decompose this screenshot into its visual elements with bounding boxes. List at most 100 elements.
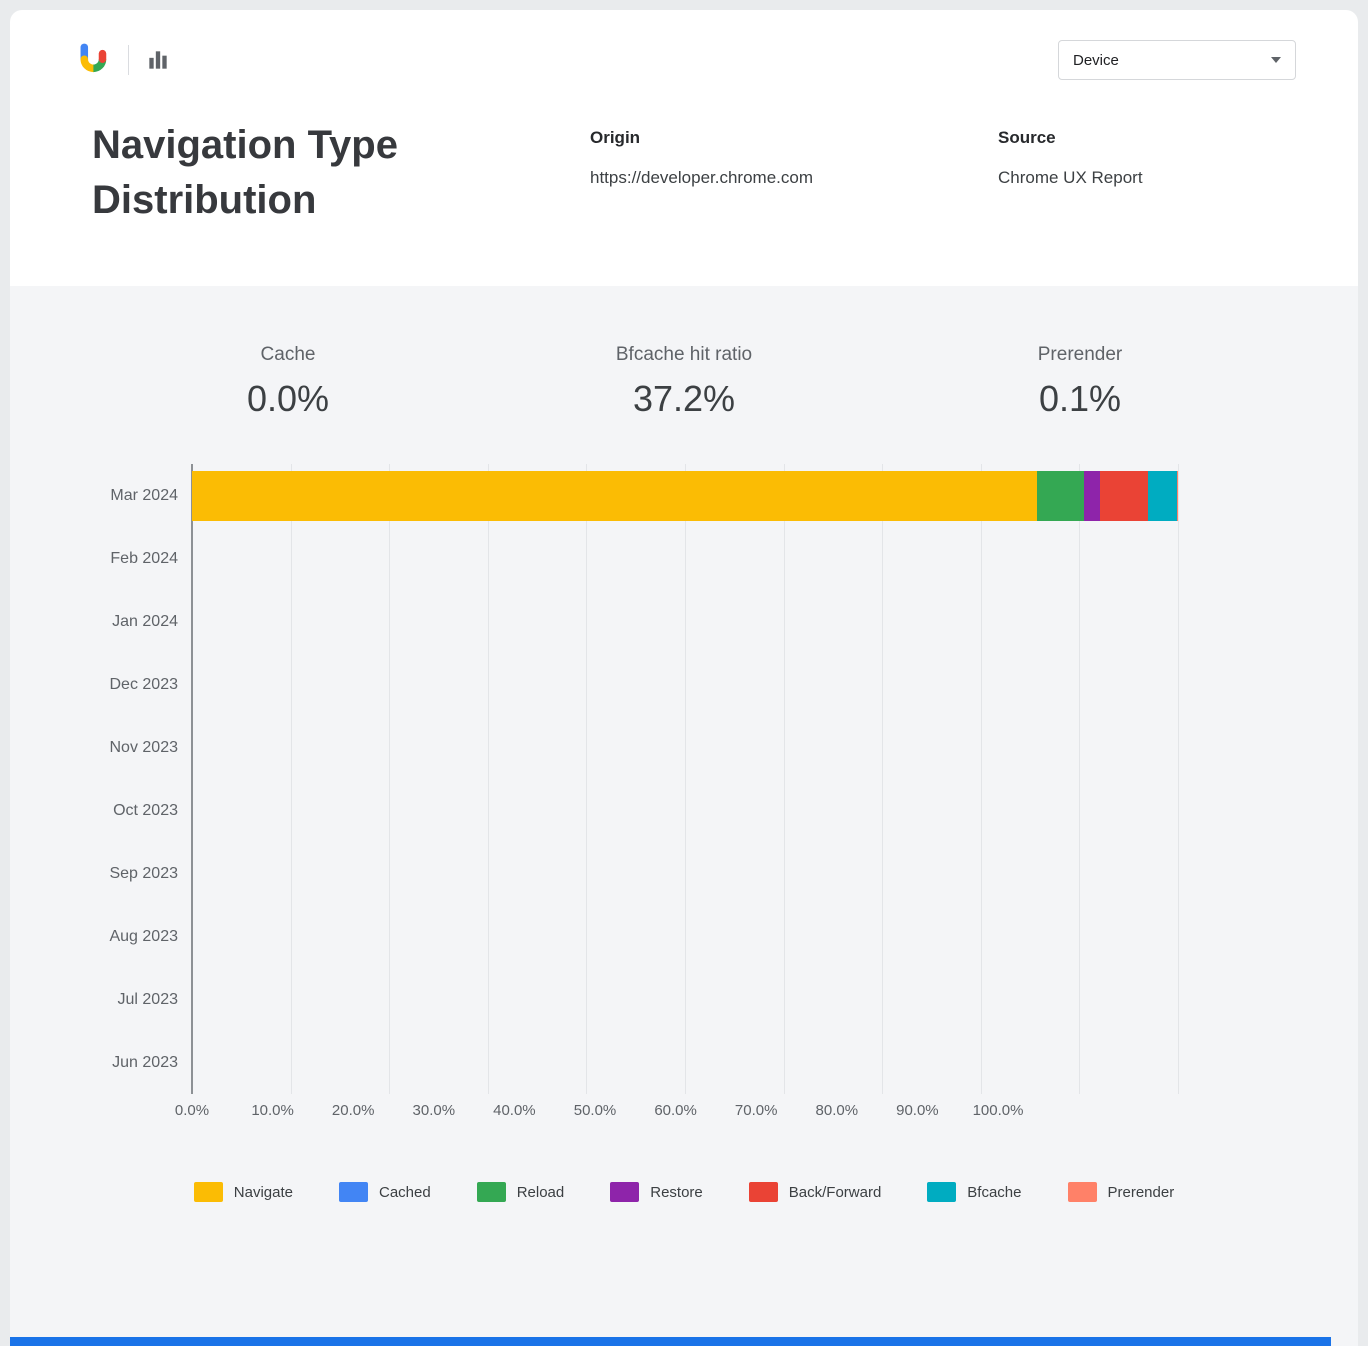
legend-swatch-bfcache bbox=[927, 1182, 957, 1203]
origin-value: https://developer.chrome.com bbox=[590, 168, 814, 187]
footer-accent-bar bbox=[10, 1337, 1332, 1346]
y-axis-label: Aug 2023 bbox=[109, 927, 178, 945]
stacked-bar bbox=[192, 975, 1178, 1025]
legend-swatch-reload bbox=[476, 1182, 506, 1203]
scorecard-label: Bfcache hit ratio bbox=[615, 344, 753, 366]
x-axis-tick: 50.0% bbox=[573, 1102, 617, 1120]
gridline bbox=[586, 464, 588, 1095]
chart-row-oct-2023 bbox=[192, 779, 1178, 842]
gridline bbox=[685, 464, 686, 1095]
stacked-bar bbox=[192, 849, 1178, 899]
chart-row-jul-2023 bbox=[192, 968, 1178, 1031]
x-axis-tick: 20.0% bbox=[331, 1102, 375, 1120]
gridline bbox=[389, 464, 391, 1095]
scorecard-label: Prerender bbox=[1037, 344, 1123, 366]
stacked-bar bbox=[192, 723, 1178, 773]
legend-label: Back/Forward bbox=[788, 1183, 882, 1201]
chart-row-mar-2024 bbox=[192, 464, 1178, 527]
bar-segment-navigate[interactable] bbox=[192, 470, 1037, 521]
brand bbox=[74, 40, 171, 80]
scorecard-value: 37.2% bbox=[632, 378, 736, 420]
report-card: Device Navigation Type Distribution Orig… bbox=[10, 10, 1358, 1346]
chart-row-jan-2024 bbox=[192, 590, 1178, 653]
divider bbox=[128, 45, 129, 75]
bar-chart-icon bbox=[145, 47, 171, 73]
scorecard-bfcache-hit-ratio: Bfcache hit ratio 37.2% bbox=[486, 344, 882, 420]
source-label: Source bbox=[998, 128, 1056, 147]
origin-block: Origin https://developer.chrome.com bbox=[590, 118, 998, 188]
source-value: Chrome UX Report bbox=[998, 168, 1143, 187]
gridline bbox=[1079, 464, 1081, 1095]
chevron-down-icon bbox=[1271, 57, 1281, 63]
y-axis-label: Dec 2023 bbox=[109, 675, 179, 693]
legend-label: Cached bbox=[378, 1183, 431, 1201]
scorecard-value: 0.0% bbox=[246, 378, 330, 420]
legend-label: Navigate bbox=[233, 1183, 293, 1201]
top-bar: Device bbox=[10, 10, 1358, 80]
stacked-bar bbox=[192, 534, 1178, 584]
legend-label: Restore bbox=[650, 1183, 703, 1201]
y-axis-labels: Mar 2024 Feb 2024 Jan 2024 Dec 2023 Nov 2023… bbox=[10, 464, 192, 1094]
bar-segment-back-forward[interactable] bbox=[1100, 470, 1149, 521]
x-axis-tick: 0.0% bbox=[174, 1102, 210, 1120]
y-axis-label: Nov 2023 bbox=[109, 738, 179, 756]
gridline bbox=[980, 464, 982, 1095]
gridline bbox=[487, 464, 489, 1095]
origin-label: Origin bbox=[590, 128, 641, 147]
x-axis-tick: 10.0% bbox=[251, 1102, 294, 1120]
x-axis-tick: 70.0% bbox=[734, 1102, 778, 1120]
chart-row-sep-2023 bbox=[192, 842, 1178, 905]
legend-swatch-prerender bbox=[1067, 1182, 1097, 1203]
page-title: Navigation Type Distribution bbox=[92, 123, 398, 223]
chart-row-feb-2024 bbox=[192, 527, 1178, 590]
legend-label: Prerender bbox=[1107, 1183, 1175, 1201]
scorecards: Cache 0.0% Bfcache hit ratio 37.2% Prere… bbox=[10, 286, 1358, 440]
gridline bbox=[290, 464, 292, 1095]
device-dropdown-label: Device bbox=[1073, 51, 1119, 69]
legend-swatch-back-forward bbox=[748, 1182, 778, 1203]
scorecard-prerender: Prerender 0.1% bbox=[882, 344, 1278, 420]
chart-row-aug-2023 bbox=[192, 905, 1178, 968]
legend-label: Bfcache bbox=[967, 1183, 1022, 1201]
bar-segment-prerender[interactable] bbox=[1176, 470, 1178, 521]
scorecard-value: 0.1% bbox=[1038, 378, 1122, 420]
stacked-bar bbox=[192, 912, 1178, 962]
chart-row-nov-2023 bbox=[192, 716, 1178, 779]
x-axis-tick: 30.0% bbox=[412, 1102, 456, 1120]
legend-item-navigate: Navigate bbox=[193, 1182, 293, 1203]
bar-segment-restore[interactable] bbox=[1084, 470, 1101, 521]
y-axis-label: Mar 2024 bbox=[110, 486, 178, 504]
x-axis-tick: 40.0% bbox=[493, 1102, 536, 1120]
x-axis-tick: 60.0% bbox=[654, 1102, 697, 1120]
legend-swatch-cached bbox=[338, 1182, 368, 1203]
legend-item-restore: Restore bbox=[610, 1182, 703, 1203]
y-axis-label: Sep 2023 bbox=[109, 864, 178, 882]
legend-swatch-restore bbox=[610, 1182, 640, 1203]
stacked-bar bbox=[192, 597, 1178, 647]
x-axis-tick: 80.0% bbox=[815, 1102, 859, 1120]
stacked-bar-chart: Mar 2024 Feb 2024 Jan 2024 Dec 2023 Nov 2023… bbox=[10, 440, 1358, 1124]
stacked-bar bbox=[192, 786, 1178, 836]
legend-swatch-navigate bbox=[193, 1182, 223, 1203]
crux-logo-icon bbox=[74, 40, 112, 80]
stacked-bar bbox=[192, 1038, 1178, 1088]
bar-segment-bfcache[interactable] bbox=[1148, 470, 1177, 521]
stacked-bar bbox=[192, 470, 1178, 521]
chart-legend: Navigate Cached Reload Restore Back/Forward B… bbox=[10, 1124, 1358, 1244]
chart-row-jun-2023 bbox=[192, 1031, 1178, 1094]
bar-segment-reload[interactable] bbox=[1037, 470, 1085, 521]
scorecard-cache: Cache 0.0% bbox=[90, 344, 486, 420]
x-axis-tick: 90.0% bbox=[896, 1102, 939, 1120]
gridlines bbox=[191, 464, 1179, 1095]
scorecard-label: Cache bbox=[260, 344, 316, 366]
x-axis: 0.0% 10.0% 20.0% 30.0% 40.0% 50.0% 60.0% 70.0% 8… bbox=[10, 1098, 1178, 1124]
plot-area bbox=[191, 464, 1179, 1095]
stacked-bar bbox=[192, 660, 1178, 710]
gridline bbox=[882, 464, 884, 1095]
y-axis-label: Jan 2024 bbox=[112, 612, 178, 630]
gridline bbox=[783, 464, 785, 1095]
y-axis-label: Jul 2023 bbox=[117, 990, 179, 1008]
legend-item-back-forward: Back/Forward bbox=[748, 1182, 882, 1203]
device-dropdown[interactable]: Device bbox=[1058, 40, 1296, 80]
y-axis-line bbox=[191, 464, 193, 1095]
